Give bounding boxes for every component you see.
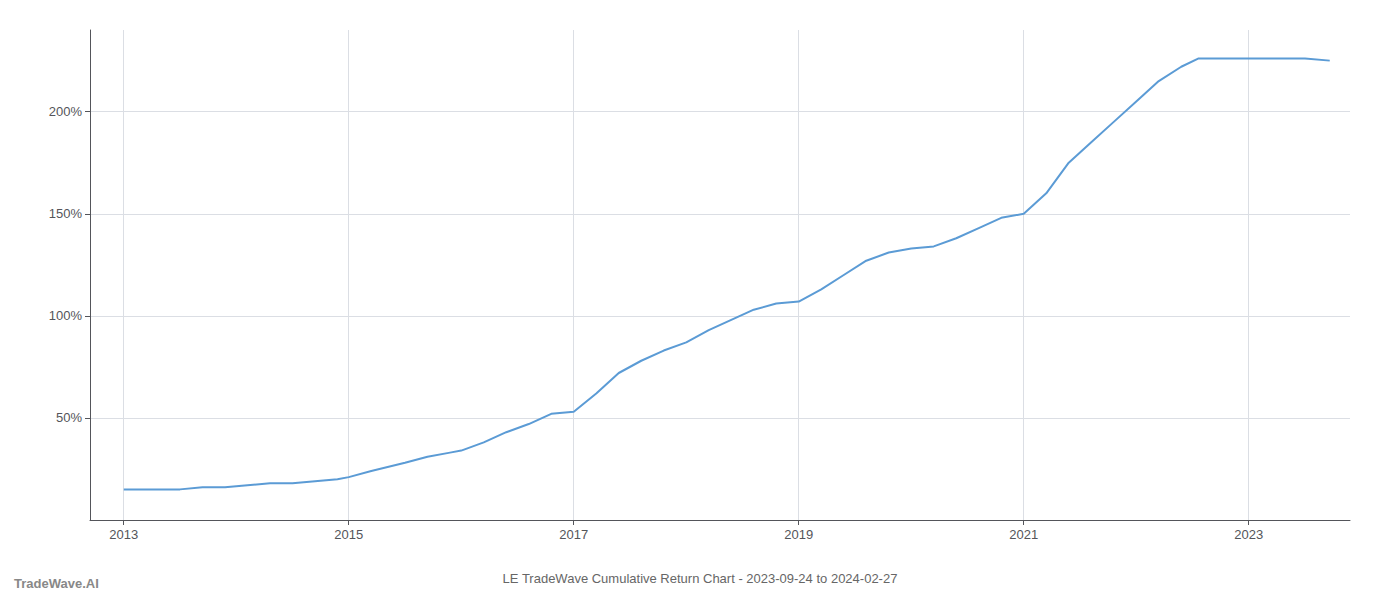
svg-text:LE TradeWave Cumulative Return: LE TradeWave Cumulative Return Chart - 2… [503, 571, 898, 586]
svg-text:2017: 2017 [559, 527, 588, 542]
svg-text:TradeWave.AI: TradeWave.AI [14, 576, 99, 591]
svg-text:2015: 2015 [334, 527, 363, 542]
svg-text:150%: 150% [49, 206, 83, 221]
svg-text:100%: 100% [49, 308, 83, 323]
svg-text:50%: 50% [56, 410, 82, 425]
svg-text:2023: 2023 [1234, 527, 1263, 542]
svg-text:200%: 200% [49, 104, 83, 119]
svg-text:2021: 2021 [1009, 527, 1038, 542]
svg-text:2013: 2013 [109, 527, 138, 542]
svg-text:2019: 2019 [784, 527, 813, 542]
